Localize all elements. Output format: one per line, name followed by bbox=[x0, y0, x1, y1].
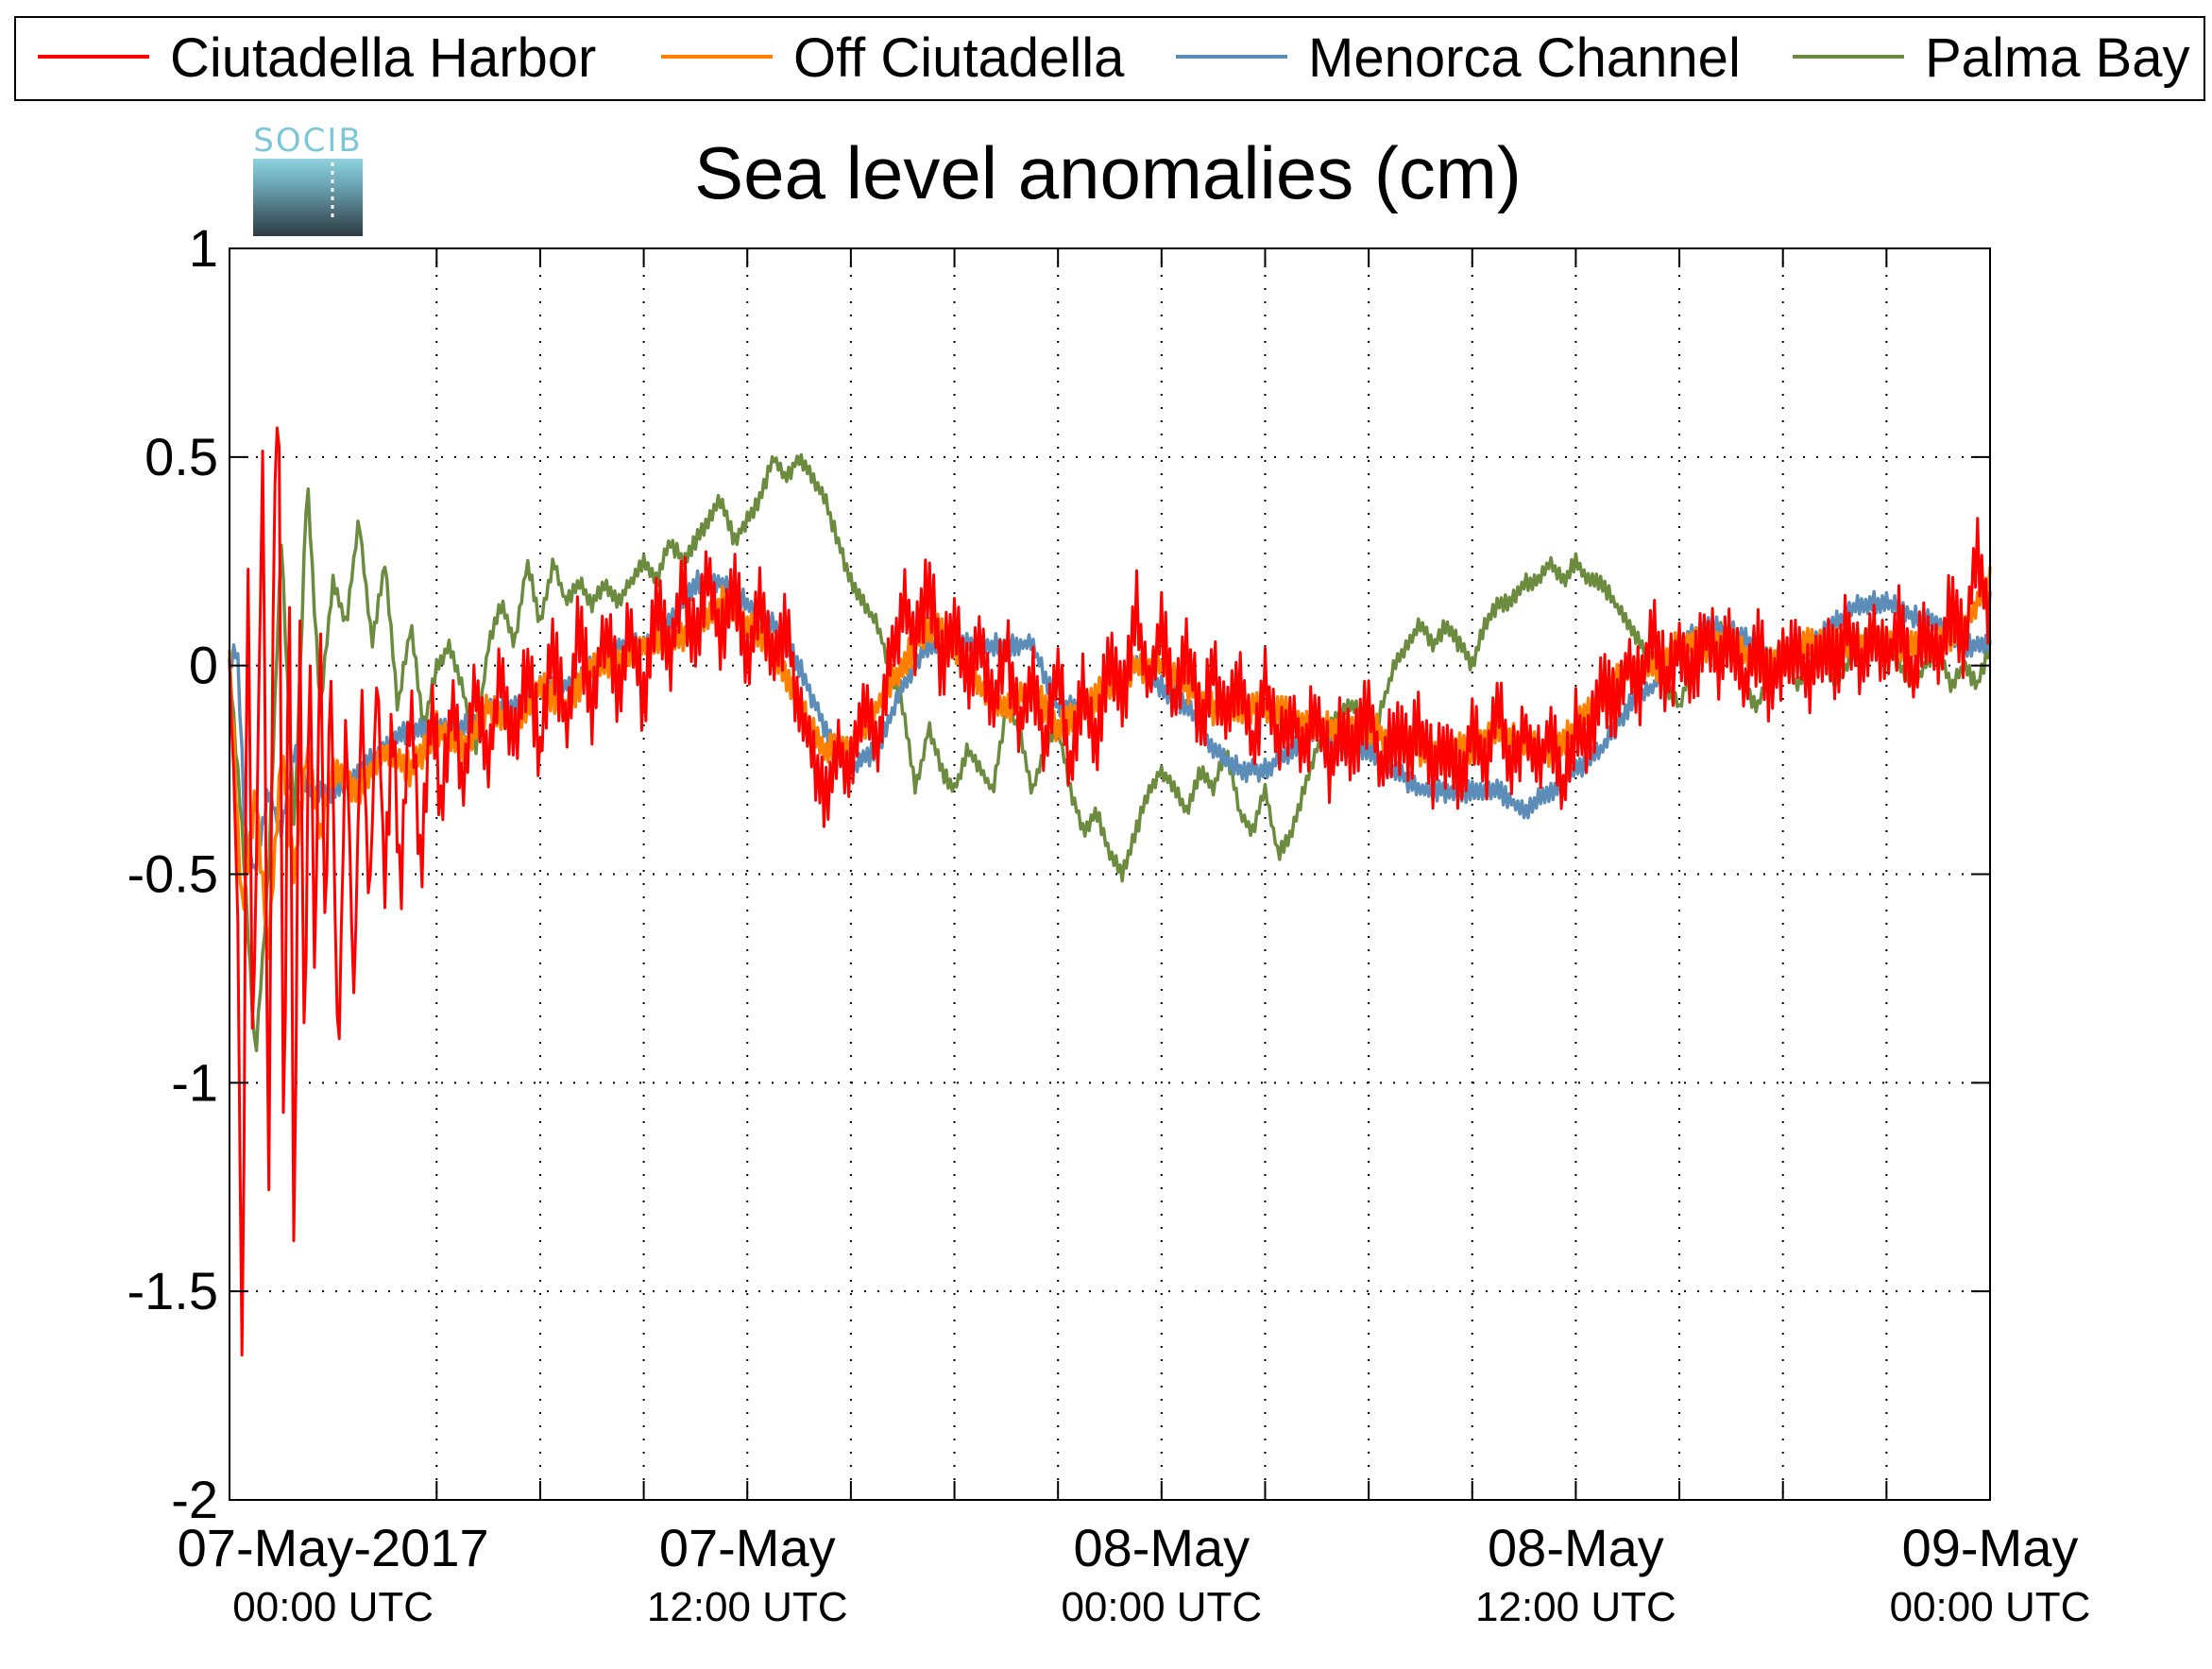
socib-logo: SOCIB bbox=[253, 122, 363, 236]
y-tick-label: 0.5 bbox=[145, 427, 218, 486]
legend-label: Menorca Channel bbox=[1308, 27, 1741, 89]
x-tick-sublabel: 12:00 UTC bbox=[1475, 1584, 1676, 1630]
legend-label: Palma Bay bbox=[1925, 27, 2189, 89]
y-tick-label: -0.5 bbox=[128, 844, 219, 904]
x-tick-sublabel: 00:00 UTC bbox=[1890, 1584, 2091, 1630]
x-tick-label: 07-May-2017 bbox=[178, 1518, 489, 1577]
y-tick-label: -1 bbox=[171, 1052, 218, 1112]
series-layer bbox=[228, 426, 1992, 1357]
series-line-palma-bay bbox=[228, 452, 1992, 1053]
x-tick-sublabel: 00:00 UTC bbox=[232, 1584, 434, 1630]
y-tick-label: 0 bbox=[189, 636, 218, 695]
x-tick-label: 08-May bbox=[1488, 1518, 1664, 1577]
chart-title: Sea level anomalies (cm) bbox=[694, 131, 1522, 214]
x-tick-label: 08-May bbox=[1073, 1518, 1250, 1577]
x-tick-sublabel: 00:00 UTC bbox=[1061, 1584, 1262, 1630]
series-line-ciutadella-harbor bbox=[228, 426, 1992, 1357]
x-tick-label: 09-May bbox=[1902, 1518, 2079, 1577]
x-tick-sublabel: 12:00 UTC bbox=[647, 1584, 848, 1630]
x-tick-label: 07-May bbox=[659, 1518, 836, 1577]
legend: Ciutadella Harbor Off Ciutadella Menorca C… bbox=[14, 16, 2205, 101]
y-tick-label: 1 bbox=[189, 218, 218, 278]
axis-ticks: 1 0.5 0 -0.5 -1 -1.5 -207-May-2017 00:00 UTC 07-… bbox=[128, 218, 2091, 1630]
y-tick-label: -2 bbox=[171, 1470, 218, 1529]
legend-label: Ciutadella Harbor bbox=[170, 27, 596, 89]
y-tick-label: -1.5 bbox=[128, 1261, 219, 1320]
logo-text: SOCIB bbox=[253, 122, 362, 160]
grid bbox=[230, 248, 1990, 1500]
plot-area-frame bbox=[229, 247, 1991, 1501]
legend-label: Off Ciutadella bbox=[793, 27, 1125, 89]
